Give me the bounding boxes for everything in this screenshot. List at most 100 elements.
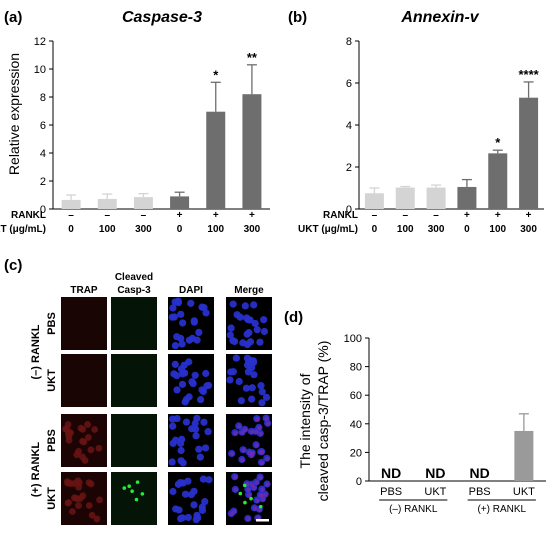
condition-row-label: RANKL xyxy=(11,210,46,221)
dapi-nucleus xyxy=(182,418,191,426)
dapi-nucleus xyxy=(257,382,265,390)
dapi-nucleus xyxy=(169,439,177,447)
trap-cell xyxy=(96,496,103,504)
bar xyxy=(364,193,384,209)
y-tick-label: 40 xyxy=(350,419,362,431)
dapi-nucleus xyxy=(181,490,190,498)
dapi-nucleus xyxy=(178,340,186,348)
dapi-nucleus xyxy=(260,327,269,336)
dapi-nucleus xyxy=(243,340,252,349)
dapi-nucleus xyxy=(201,444,210,452)
trap-cell xyxy=(75,502,82,510)
trap-cell xyxy=(64,421,72,428)
dapi-nucleus xyxy=(195,328,203,336)
condition-row-label: RANKL xyxy=(323,210,358,221)
y-tick-label: 12 xyxy=(34,36,46,48)
microscopy-column-header: Casp-3 xyxy=(117,285,151,296)
condition-value: 300 xyxy=(135,224,152,235)
y-tick-label: 2 xyxy=(346,162,352,174)
condition-value: + xyxy=(526,210,532,221)
dapi-nucleus xyxy=(226,376,234,384)
trap-cell xyxy=(76,495,84,502)
dapi-nucleus xyxy=(199,387,207,396)
condition-value: + xyxy=(177,210,183,221)
bar xyxy=(519,97,539,209)
bar xyxy=(488,153,508,209)
dapi-nucleus xyxy=(187,299,195,307)
dapi-nucleus xyxy=(198,303,206,311)
condition-value: – xyxy=(433,210,439,221)
dapi-nucleus xyxy=(237,397,245,405)
category-label: UKT xyxy=(513,486,535,498)
y-tick-label: 8 xyxy=(346,36,352,48)
dapi-nucleus xyxy=(248,395,256,403)
dapi-nucleus xyxy=(177,365,186,373)
merge-overlay xyxy=(252,506,258,511)
merge-overlay xyxy=(249,452,254,458)
trap-cell xyxy=(79,453,86,461)
condition-value: + xyxy=(213,210,219,221)
merge-overlay xyxy=(258,431,263,437)
condition-value: 300 xyxy=(244,224,261,235)
condition-value: – xyxy=(104,210,110,221)
panel-letter-a: (a) xyxy=(4,9,22,26)
merge-overlay xyxy=(233,487,239,493)
dapi-nucleus xyxy=(175,506,183,514)
dapi-nucleus xyxy=(249,357,257,365)
trap-cell xyxy=(88,511,96,519)
category-label: PBS xyxy=(380,486,402,498)
y-tick-label: 4 xyxy=(40,148,46,160)
dapi-nucleus xyxy=(173,386,181,394)
panel-letter-c: (c) xyxy=(4,257,22,274)
dapi-nucleus xyxy=(197,396,205,404)
y-tick-label: 80 xyxy=(350,362,362,374)
dapi-nucleus xyxy=(168,458,176,466)
condition-value: 300 xyxy=(520,224,537,235)
dapi-nucleus xyxy=(179,459,187,467)
group-label: (–) RANKL xyxy=(389,504,438,515)
dapi-nucleus xyxy=(256,338,264,346)
dapi-nucleus xyxy=(177,334,185,342)
microscopy-row-label: UKT xyxy=(46,369,58,392)
merge-overlay xyxy=(257,507,263,512)
condition-value: 300 xyxy=(428,224,445,235)
merge-overlay xyxy=(260,449,265,455)
microscopy-column-header: Merge xyxy=(234,285,264,296)
dapi-nucleus xyxy=(190,501,198,509)
microscopy-row-label: PBS xyxy=(46,312,58,335)
bar xyxy=(206,111,226,209)
merge-overlay xyxy=(233,430,238,436)
dapi-nucleus xyxy=(201,498,209,506)
merge-overlay xyxy=(255,416,260,422)
microscopy-column-header: Cleaved xyxy=(115,272,153,283)
condition-row-label: UKT (μg/mL) xyxy=(0,224,46,235)
dapi-nucleus xyxy=(171,360,179,368)
dapi-nucleus xyxy=(179,319,187,327)
chart-a-title: Caspase-3 xyxy=(122,9,202,26)
merge-casp3-spot xyxy=(259,504,263,509)
condition-value: 100 xyxy=(99,224,116,235)
dapi-nucleus xyxy=(178,435,186,443)
merge-casp3-spot xyxy=(238,491,243,496)
trap-cell xyxy=(74,477,82,485)
dapi-nucleus xyxy=(199,475,207,483)
category-label: PBS xyxy=(469,486,491,498)
condition-value: 100 xyxy=(489,224,506,235)
condition-value: + xyxy=(495,210,501,221)
significance-label: * xyxy=(213,67,219,82)
dapi-nucleus xyxy=(170,313,179,321)
dapi-nucleus xyxy=(169,487,177,496)
y-tick-label: 8 xyxy=(40,92,46,104)
scale-bar xyxy=(256,519,269,522)
merge-overlay xyxy=(229,451,235,457)
microscopy-tile xyxy=(111,414,157,467)
y-tick-label: 6 xyxy=(346,78,352,90)
trap-cell xyxy=(93,515,101,523)
dapi-nucleus xyxy=(185,393,193,401)
dapi-nucleus xyxy=(177,446,185,455)
dapi-nucleus xyxy=(174,297,182,305)
merge-overlay xyxy=(251,485,257,491)
dapi-nucleus xyxy=(195,445,203,453)
merge-overlay xyxy=(240,430,245,435)
dapi-nucleus xyxy=(190,318,198,326)
